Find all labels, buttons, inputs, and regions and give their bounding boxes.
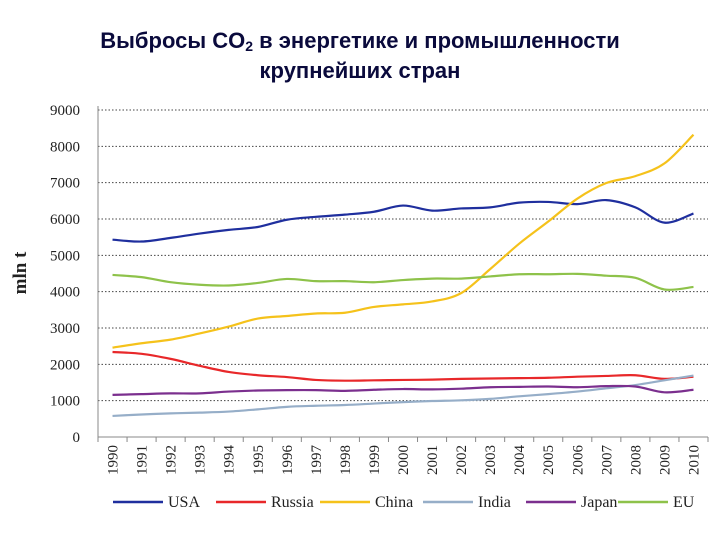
- y-tick-label: 5000: [50, 248, 80, 264]
- gridlines: [98, 109, 708, 402]
- x-tick-label: 2009: [657, 445, 673, 475]
- x-tick-label: 2002: [454, 445, 470, 475]
- series-line-india: [112, 374, 694, 418]
- y-axis-label: mln t: [10, 251, 31, 294]
- legend-label-usa: USA: [168, 494, 200, 511]
- legend-label-japan: Japan: [581, 494, 617, 511]
- y-tick-label: 6000: [50, 212, 80, 228]
- title-prefix: Выбросы CO: [100, 28, 246, 53]
- title-suffix: в энергетике и промышленности: [253, 28, 620, 53]
- x-tick-label: 2008: [628, 445, 644, 475]
- chart-title-line1: Выбросы CO2 в энергетике и промышленност…: [0, 26, 720, 56]
- series-line-usa: [112, 199, 694, 243]
- chart-title-line2: крупнейших стран: [259, 58, 461, 83]
- x-tick-label: 2007: [599, 445, 615, 476]
- x-tick-label: 2003: [483, 445, 499, 475]
- x-tick-label: 1999: [367, 445, 383, 475]
- y-tick-label: 4000: [50, 285, 80, 301]
- axes: [97, 106, 709, 442]
- x-tick-label: 1993: [193, 445, 209, 475]
- x-tick-label: 1990: [106, 445, 122, 475]
- y-tick-labels: 0 1000 2000 3000 4000 5000 6000 7000 8000 9000: [50, 103, 80, 446]
- x-tick-label: 1998: [338, 445, 354, 475]
- x-tick-label: 1997: [309, 445, 325, 476]
- x-tick-label: 2006: [570, 445, 586, 476]
- x-tick-label: 1992: [164, 445, 180, 475]
- y-tick-label: 0: [73, 430, 81, 446]
- series-lines: [112, 133, 695, 418]
- y-tick-label: 3000: [50, 321, 80, 337]
- series-line-russia: [112, 350, 694, 382]
- x-tick-label: 1991: [135, 445, 151, 475]
- x-tick-label: 2005: [541, 445, 557, 475]
- y-tick-label: 1000: [50, 394, 80, 410]
- y-tick-label: 8000: [50, 139, 80, 155]
- x-tick-label: 2004: [512, 445, 528, 476]
- legend-label-india: India: [478, 494, 511, 511]
- x-tick-label: 1996: [280, 445, 296, 476]
- x-tick-labels: 1990 1991 1992 1993 1994 1995 1996 1997 1998 1999…: [106, 445, 703, 476]
- chart-title: Выбросы CO2 в энергетике и промышленност…: [0, 26, 720, 86]
- x-tick-label: 2010: [686, 445, 702, 475]
- series-line-eu: [112, 272, 694, 291]
- y-tick-label: 9000: [50, 103, 80, 119]
- legend-label-china: China: [375, 494, 413, 511]
- x-tick-label: 1995: [251, 445, 267, 475]
- y-tick-label: 2000: [50, 357, 80, 373]
- y-tick-label: 7000: [50, 176, 80, 192]
- series-line-china: [112, 133, 695, 349]
- legend-label-eu: EU: [673, 494, 695, 511]
- x-tick-label: 2001: [425, 445, 441, 475]
- legend-label-russia: Russia: [271, 494, 314, 511]
- title-subscript: 2: [245, 38, 254, 54]
- series-line-japan: [112, 384, 694, 396]
- legend: USA Russia China India Japan EU: [113, 494, 695, 511]
- x-tick-label: 2000: [396, 445, 412, 475]
- x-tick-label: 1994: [222, 445, 238, 476]
